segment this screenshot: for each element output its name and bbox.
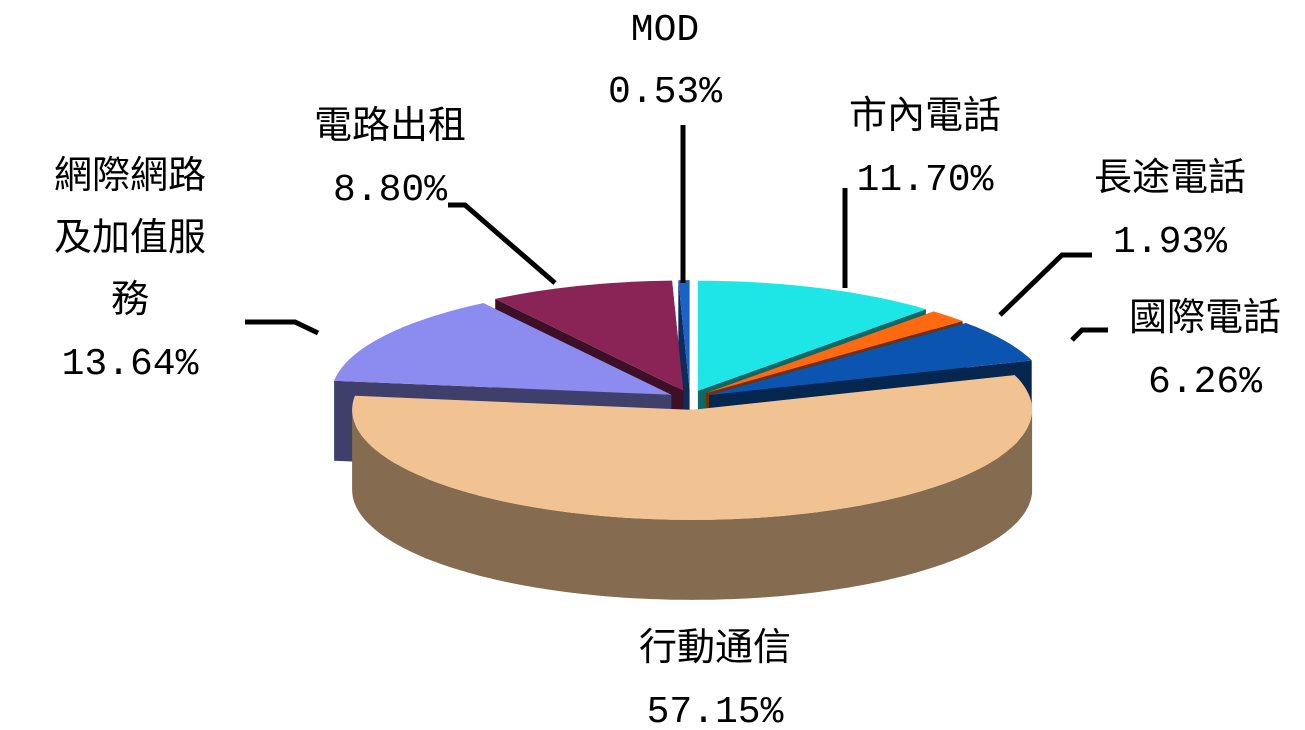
value-label: 11.70%	[856, 159, 994, 202]
slice-label: MOD 0.53%	[580, 0, 750, 124]
leader-line	[998, 252, 1092, 317]
category-label: 市內電話	[848, 97, 1001, 140]
category-label: 行動通信	[638, 629, 791, 672]
slice-label: 行動通信 57.15%	[590, 620, 840, 730]
slice-side	[352, 409, 1033, 600]
slice	[709, 323, 1032, 396]
slice	[352, 375, 1033, 520]
slice	[334, 303, 672, 395]
value-label: 0.53%	[607, 71, 723, 114]
slice	[705, 311, 963, 394]
category-label: 電路出租	[313, 107, 466, 150]
slice-label: 電路出租 8.80%	[280, 98, 500, 222]
category-label: 網際網路及加值服務	[53, 157, 206, 324]
value-label: 8.80%	[332, 169, 448, 212]
leader-lines	[245, 125, 1108, 342]
slice-label: 市內電話 11.70%	[815, 88, 1035, 212]
slice-label: 長途電話 1.93%	[1050, 150, 1290, 274]
pie	[334, 280, 1033, 600]
value-label: 13.64%	[61, 343, 199, 386]
category-label: 國際電話	[1128, 299, 1281, 342]
slice-label: 國際電話 6.26%	[1100, 290, 1305, 414]
slice	[697, 280, 926, 391]
value-label: 1.93%	[1112, 221, 1228, 264]
category-label: 長途電話	[1093, 159, 1246, 202]
value-label: 6.26%	[1147, 361, 1263, 404]
slice	[678, 280, 690, 391]
slice	[495, 280, 684, 391]
leader-line	[448, 202, 557, 285]
leader-line	[245, 319, 320, 336]
slice-label: 網際網路及加值服務 13.64%	[15, 148, 245, 396]
value-label: 57.15%	[646, 691, 784, 730]
category-label: MOD	[630, 9, 700, 52]
leader-line	[1070, 327, 1108, 342]
